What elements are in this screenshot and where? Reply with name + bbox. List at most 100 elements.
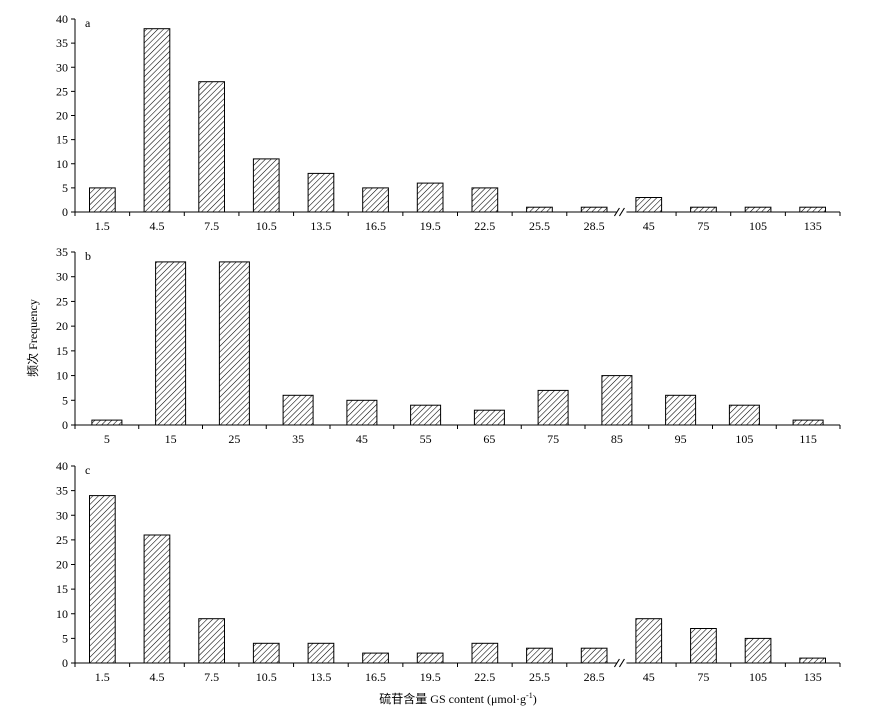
x-tick-label-c-22.5: 22.5 bbox=[474, 670, 495, 684]
bar-a-13.5 bbox=[307, 172, 335, 213]
x-tick-label-a-4.5: 4.5 bbox=[150, 219, 165, 233]
bar-a-105 bbox=[744, 206, 772, 213]
x-tick-label-b-45: 45 bbox=[356, 432, 368, 446]
x-tick-label-b-15: 15 bbox=[165, 432, 177, 446]
axis-break-mark-c-2 bbox=[618, 658, 625, 668]
bar-b-65 bbox=[473, 409, 505, 426]
x-tick-label-c-4.5: 4.5 bbox=[150, 670, 165, 684]
bar-c-28.5 bbox=[580, 647, 608, 664]
y-tick-label-a-15: 15 bbox=[56, 133, 68, 147]
y-tick-label-c-20: 20 bbox=[56, 558, 68, 572]
x-tick-label-a-28.5: 28.5 bbox=[584, 219, 605, 233]
x-tick-label-b-5: 5 bbox=[104, 432, 110, 446]
y-tick-label-b-25: 25 bbox=[56, 294, 68, 308]
x-tick-label-b-65: 65 bbox=[483, 432, 495, 446]
bar-b-35 bbox=[282, 394, 314, 426]
y-tick-label-a-20: 20 bbox=[56, 109, 68, 123]
x-tick-label-a-75: 75 bbox=[697, 219, 709, 233]
bar-a-4.5 bbox=[143, 28, 171, 213]
x-tick-label-c-13.5: 13.5 bbox=[310, 670, 331, 684]
bar-a-45 bbox=[635, 197, 663, 213]
y-tick-label-b-0: 0 bbox=[62, 418, 68, 432]
bar-c-16.5 bbox=[362, 652, 389, 664]
x-tick-label-b-55: 55 bbox=[420, 432, 432, 446]
bar-c-105 bbox=[744, 637, 772, 664]
y-tick-label-c-25: 25 bbox=[56, 533, 68, 547]
axis-break-mark-c bbox=[613, 658, 620, 668]
panel-a: a 1.5 4.5 7.5 10.5 13.5 16.5 19.5 22.5 25.5 28.5 45… bbox=[56, 12, 841, 233]
x-axis-title: 硫苷含量 GS content (μmol·g-1) bbox=[379, 691, 536, 706]
y-tick-label-b-20: 20 bbox=[56, 319, 68, 333]
bar-b-45 bbox=[346, 399, 378, 426]
bar-a-1.5 bbox=[89, 187, 116, 213]
bar-c-45 bbox=[635, 618, 663, 664]
x-axis-title-suffix: ) bbox=[533, 692, 537, 706]
x-tick-label-b-95: 95 bbox=[675, 432, 687, 446]
panel-label-c: c bbox=[85, 463, 90, 477]
x-axis-title-main: 硫苷含量 GS content (μmol·g bbox=[379, 691, 526, 706]
axis-break-mark-a-2 bbox=[618, 207, 625, 217]
bar-b-75 bbox=[537, 389, 569, 426]
y-tick-label-c-0: 0 bbox=[62, 656, 68, 670]
bar-a-22.5 bbox=[471, 187, 499, 213]
x-tick-label-c-28.5: 28.5 bbox=[584, 670, 605, 684]
y-tick-label-b-35: 35 bbox=[56, 245, 68, 259]
y-tick-label-c-35: 35 bbox=[56, 484, 68, 498]
y-tick-label-a-35: 35 bbox=[56, 36, 68, 50]
y-tick-label-a-0: 0 bbox=[62, 205, 68, 219]
x-tick-label-a-19.5: 19.5 bbox=[420, 219, 441, 233]
bar-c-7.5 bbox=[198, 618, 226, 664]
x-tick-label-a-105: 105 bbox=[749, 219, 767, 233]
x-tick-label-a-45: 45 bbox=[643, 219, 655, 233]
bar-a-135 bbox=[799, 206, 826, 213]
bar-c-4.5 bbox=[143, 534, 171, 664]
bar-c-10.5 bbox=[252, 642, 280, 664]
x-tick-label-a-25.5: 25.5 bbox=[529, 219, 550, 233]
x-tick-label-a-1.5: 1.5 bbox=[95, 219, 110, 233]
x-tick-label-b-85: 85 bbox=[611, 432, 623, 446]
x-tick-label-b-75: 75 bbox=[547, 432, 559, 446]
y-tick-label-c-30: 30 bbox=[56, 508, 68, 522]
x-tick-label-a-13.5: 13.5 bbox=[310, 219, 331, 233]
x-tick-label-c-135: 135 bbox=[804, 670, 822, 684]
bar-b-15 bbox=[155, 261, 187, 426]
bar-a-28.5 bbox=[580, 206, 608, 213]
y-tick-label-b-15: 15 bbox=[56, 344, 68, 358]
y-tick-label-a-10: 10 bbox=[56, 157, 68, 171]
y-tick-label-b-30: 30 bbox=[56, 270, 68, 284]
y-tick-label-c-5: 5 bbox=[62, 631, 68, 645]
x-tick-label-c-45: 45 bbox=[643, 670, 655, 684]
bar-b-85 bbox=[601, 375, 633, 426]
x-tick-label-c-16.5: 16.5 bbox=[365, 670, 386, 684]
bar-c-22.5 bbox=[471, 642, 499, 664]
y-tick-label-a-5: 5 bbox=[62, 181, 68, 195]
panels: a 1.5 4.5 7.5 10.5 13.5 16.5 19.5 22.5 25.5 28.5 45… bbox=[56, 12, 841, 684]
bar-a-10.5 bbox=[252, 158, 280, 213]
bar-c-25.5 bbox=[526, 647, 553, 664]
panel-label-b: b bbox=[85, 249, 91, 263]
y-tick-label-b-5: 5 bbox=[62, 393, 68, 407]
bar-b-105 bbox=[728, 404, 760, 426]
x-axis-title-superscript: -1 bbox=[526, 691, 533, 700]
x-tick-label-c-75: 75 bbox=[697, 670, 709, 684]
bar-c-13.5 bbox=[307, 642, 335, 664]
x-tick-label-c-10.5: 10.5 bbox=[256, 670, 277, 684]
bar-c-1.5 bbox=[89, 495, 116, 664]
x-tick-label-c-1.5: 1.5 bbox=[95, 670, 110, 684]
y-tick-label-a-40: 40 bbox=[56, 12, 68, 26]
bar-b-95 bbox=[665, 394, 697, 426]
axis-break-mark-a bbox=[613, 207, 620, 217]
x-tick-label-c-25.5: 25.5 bbox=[529, 670, 550, 684]
y-tick-label-b-10: 10 bbox=[56, 369, 68, 383]
bar-a-19.5 bbox=[416, 182, 444, 213]
bar-a-25.5 bbox=[526, 206, 553, 213]
bar-c-19.5 bbox=[416, 652, 444, 664]
panel-b: b 5 15 25 35 45 55 65 75 85 95 105 115 0 5 10 15 20 25 30 35 bbox=[56, 245, 841, 446]
x-tick-label-b-35: 35 bbox=[292, 432, 304, 446]
x-tick-label-a-135: 135 bbox=[804, 219, 822, 233]
y-tick-label-c-40: 40 bbox=[56, 459, 68, 473]
x-tick-label-a-16.5: 16.5 bbox=[365, 219, 386, 233]
bar-b-55 bbox=[410, 404, 442, 426]
